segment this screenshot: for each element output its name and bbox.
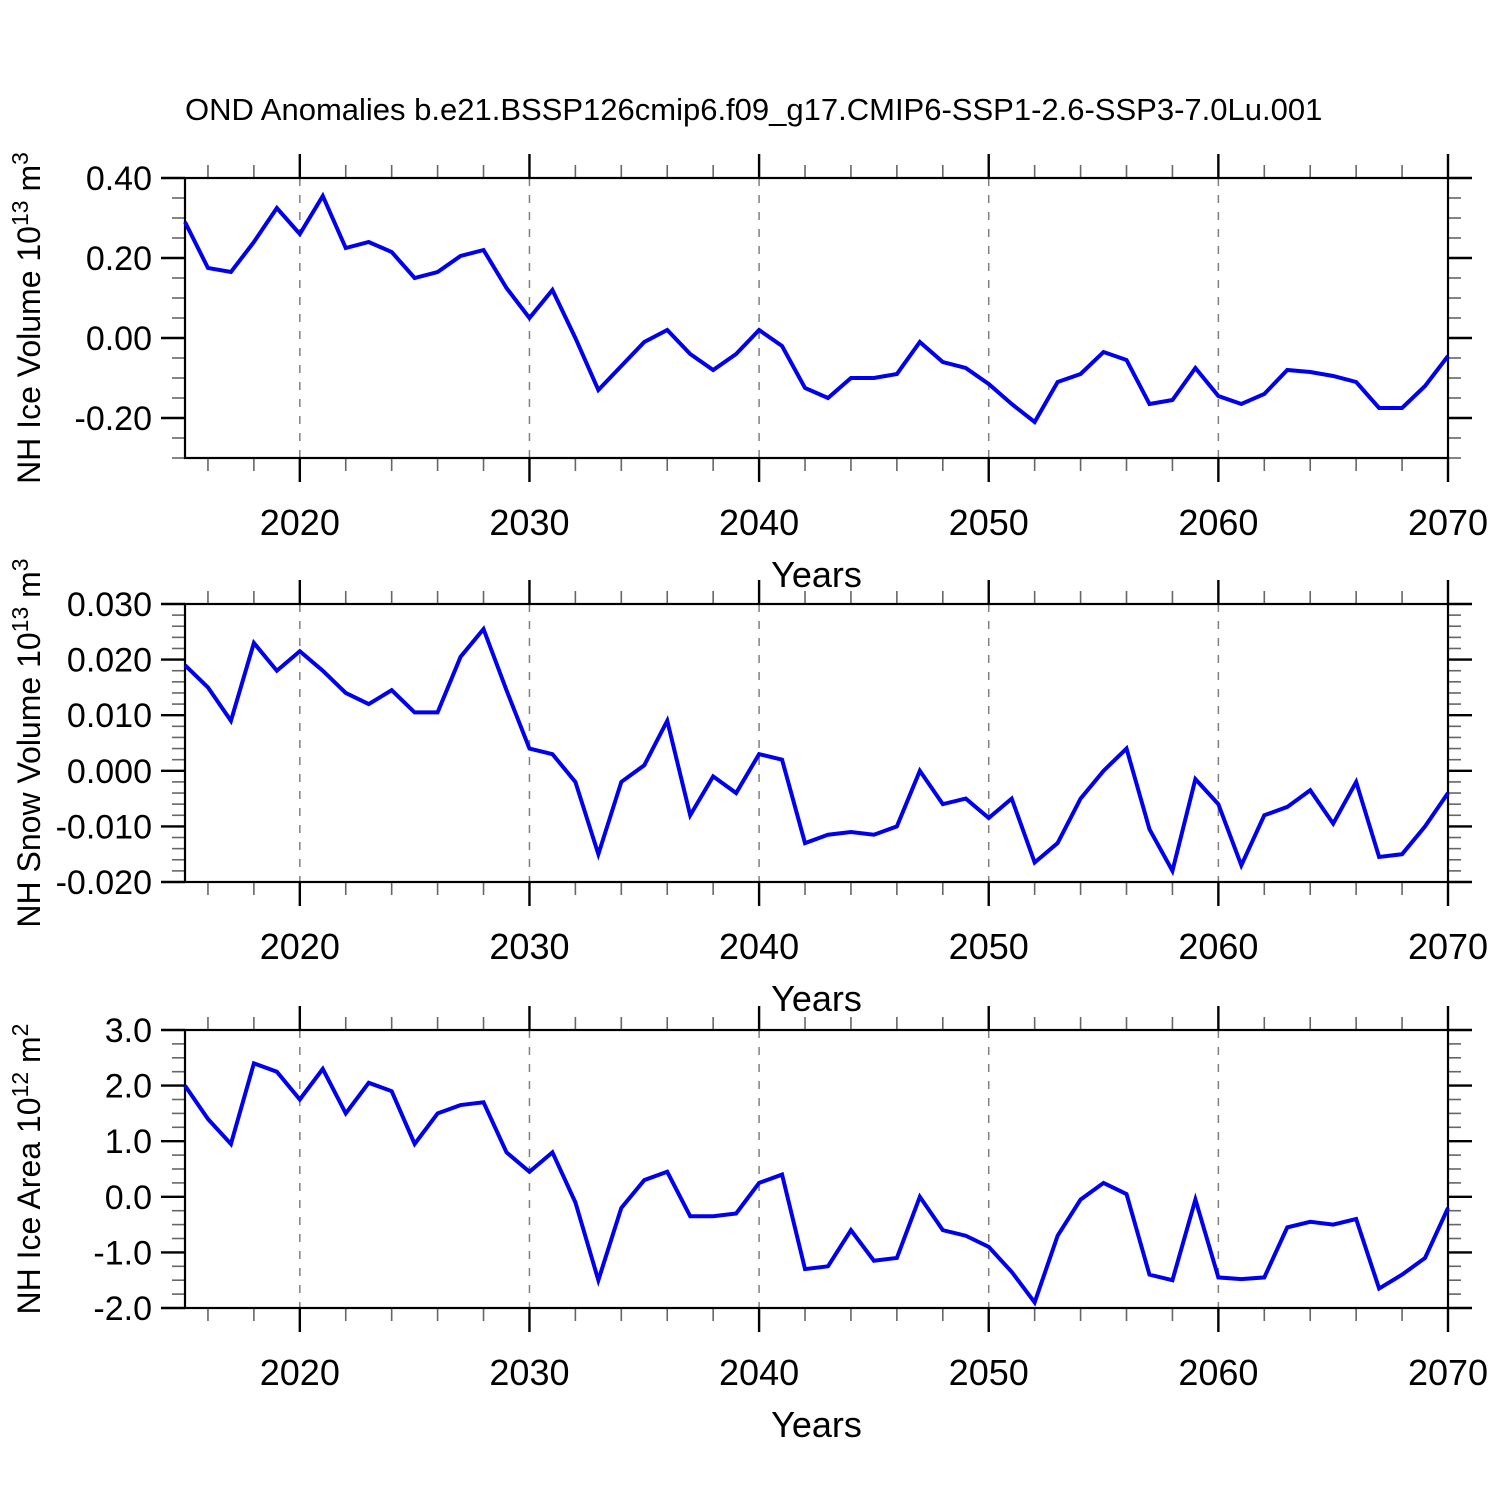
x-axis-title: Years [771, 554, 862, 595]
x-tick-label: 2070 [1408, 1352, 1488, 1393]
y-tick-label: -0.020 [56, 864, 152, 902]
series-line-nh-snow-volume [183, 625, 1450, 877]
x-tick-label: 2020 [260, 1352, 340, 1393]
y-tick-label: 0.20 [86, 240, 152, 278]
y-tick-label: 2.0 [105, 1068, 152, 1106]
x-axis-title: Years [771, 1404, 862, 1445]
plot-frame [183, 176, 1450, 460]
x-axis-title: Years [771, 978, 862, 1019]
chart-title: OND Anomalies b.e21.BSSP126cmip6.f09_g17… [185, 92, 1323, 127]
x-tick-label: 2030 [489, 502, 569, 543]
x-tick-label: 2030 [489, 1352, 569, 1393]
y-axis-title: NH Snow Volume 1013 m3 [7, 558, 47, 927]
x-tick-label: 2040 [719, 926, 799, 967]
y-tick-label: 0.00 [86, 320, 152, 358]
x-tick-label: 2030 [489, 926, 569, 967]
x-tick-label: 2050 [949, 926, 1029, 967]
x-tick-label: 2070 [1408, 502, 1488, 543]
x-tick-label: 2060 [1178, 502, 1258, 543]
x-tick-label: 2020 [260, 502, 340, 543]
x-tick-label: 2050 [949, 502, 1029, 543]
plot-frame [183, 602, 1450, 884]
y-tick-label: 0.40 [86, 160, 152, 198]
panel-nh-ice-area: 2020 2030 2040 2050 2060 2070 3.0 2.0 1.0 0.0 -1.0… [7, 1006, 1488, 1445]
y-tick-label: -0.010 [56, 808, 152, 846]
y-tick-label: 0.0 [105, 1179, 152, 1217]
y-tick-label: 0.030 [67, 586, 152, 624]
y-tick-label: 3.0 [105, 1012, 152, 1050]
y-axis-title: NH Ice Volume 1013 m3 [7, 152, 47, 484]
x-tick-label: 2050 [949, 1352, 1029, 1393]
x-tick-label: 2040 [719, 502, 799, 543]
panel-nh-snow-volume: 2020 2030 2040 2050 2060 2070 0.030 0.020 0.010 0… [7, 558, 1488, 1019]
series-line-nh-ice-volume [183, 191, 1450, 425]
y-tick-label: 0.000 [67, 753, 152, 791]
plot-frame [183, 1028, 1450, 1310]
x-tick-label: 2070 [1408, 926, 1488, 967]
y-tick-label: -0.20 [75, 400, 153, 438]
series-line-nh-ice-area [183, 1060, 1450, 1307]
y-tick-label: -2.0 [93, 1290, 152, 1328]
x-tick-label: 2060 [1178, 926, 1258, 967]
panel-nh-ice-volume: 2020 2030 2040 2050 2060 2070 0.40 0.20 0.00 -0.2… [7, 152, 1488, 595]
y-tick-label: 1.0 [105, 1123, 152, 1161]
y-tick-label: -1.0 [93, 1234, 152, 1272]
x-tick-label: 2040 [719, 1352, 799, 1393]
x-tick-label: 2020 [260, 926, 340, 967]
x-tick-label: 2060 [1178, 1352, 1258, 1393]
y-axis-title: NH Ice Area 1012 m2 [7, 1024, 47, 1315]
y-tick-label: 0.020 [67, 642, 152, 680]
y-tick-label: 0.010 [67, 697, 152, 735]
